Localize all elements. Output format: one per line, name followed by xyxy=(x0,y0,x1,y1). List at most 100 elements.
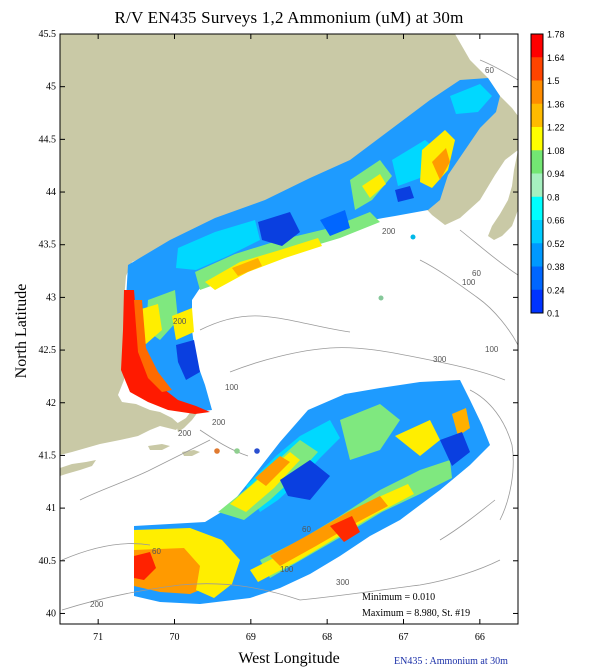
contour-label: 60 xyxy=(302,525,311,534)
survey1-patch-red xyxy=(121,290,210,414)
contour-label: 100 xyxy=(462,278,476,287)
x-tick-label: 71 xyxy=(93,632,103,643)
x-tick-label: 68 xyxy=(322,632,332,643)
contour-label: 100 xyxy=(280,565,294,574)
colorbar-label: 0.8 xyxy=(547,192,560,202)
colorbar-swatch xyxy=(531,220,543,244)
contour-line xyxy=(61,583,301,611)
survey2-heatmap xyxy=(134,380,490,604)
contour-line xyxy=(439,499,496,541)
contour-line xyxy=(479,59,518,81)
contour-labels: 60 200 100 300 200 100 60 100 60 200 200… xyxy=(90,66,499,609)
contour-label: 60 xyxy=(472,269,481,278)
survey1-patch-cyan-a xyxy=(176,220,260,270)
contour-label: 100 xyxy=(225,383,239,392)
colorbar: 1.78 1.64 1.5 1.36 1.22 1.08 0.94 0.8 0.66 0.52 0.… xyxy=(530,30,565,319)
contour-line xyxy=(469,389,514,521)
contour-label: 200 xyxy=(90,600,104,609)
colorbar-frame xyxy=(530,33,544,314)
survey1-patch-orange-d xyxy=(134,300,172,392)
contour-line xyxy=(199,315,351,333)
colorbar-swatch xyxy=(531,57,543,81)
y-tick-label: 42 xyxy=(46,398,56,409)
colorbar-swatch xyxy=(531,266,543,291)
survey1-patch-orange-c xyxy=(432,148,450,180)
y-tick-label: 45 xyxy=(46,82,56,93)
survey2-patch-green-b xyxy=(340,404,400,460)
survey2-patch-orange-b xyxy=(452,408,470,436)
x-tick-label: 66 xyxy=(475,632,485,643)
footer-note: EN435 : Ammonium at 30m xyxy=(394,656,508,667)
colorbar-label: 0.52 xyxy=(547,239,565,249)
colorbar-label: 0.24 xyxy=(547,285,565,295)
contour-line xyxy=(61,543,151,561)
contour-label: 100 xyxy=(485,345,499,354)
survey2-patch-yellow-d xyxy=(134,528,240,598)
survey1-patch-yellow-e xyxy=(172,308,194,340)
station-marker xyxy=(410,234,416,240)
contour-label: 300 xyxy=(433,355,447,364)
survey2-patch-red-b xyxy=(134,552,156,580)
survey2-patch-red-a xyxy=(330,516,360,542)
colorbar-label: 1.08 xyxy=(547,146,565,156)
y-tick-label: 40.5 xyxy=(39,556,57,567)
y-tick-label: 44.5 xyxy=(39,134,57,145)
colorbar-swatch xyxy=(531,196,543,221)
contour-label: 60 xyxy=(485,66,494,75)
colorbar-label: 1.78 xyxy=(547,30,565,40)
survey2-patch-deepblue-b xyxy=(440,432,470,466)
station-marker xyxy=(378,295,384,301)
colorbar-swatch xyxy=(531,127,543,151)
y-tick-label: 41 xyxy=(46,503,56,514)
colorbar-label: 1.22 xyxy=(547,123,565,133)
axis-ticks xyxy=(60,33,518,624)
colorbar-label: 1.5 xyxy=(547,76,560,86)
x-tick-label: 67 xyxy=(399,632,409,643)
y-tick-label: 40 xyxy=(46,608,56,619)
contour-label: 200 xyxy=(382,227,396,236)
survey1-patch-deepblue-b xyxy=(395,186,414,202)
land-nova-scotia xyxy=(488,150,518,240)
contour-label: 300 xyxy=(336,578,350,587)
colorbar-swatch xyxy=(531,150,543,174)
colorbar-swatch xyxy=(531,173,543,198)
survey2-patch-orange-a xyxy=(255,456,290,486)
colorbar-label: 1.36 xyxy=(547,99,565,109)
colorbar-label: 0.1 xyxy=(547,309,560,319)
land-cape-cod xyxy=(176,394,201,432)
colorbar-swatch xyxy=(531,103,543,128)
colorbar-swatch xyxy=(531,80,543,105)
station-marker xyxy=(254,448,260,454)
y-tick-label: 43.5 xyxy=(39,240,57,251)
y-tick-label: 41.5 xyxy=(39,450,57,461)
colorbar-label: 0.94 xyxy=(547,169,565,179)
colorbar-swatch xyxy=(531,243,543,267)
colorbar-swatch xyxy=(531,34,543,58)
contour-label: 200 xyxy=(178,429,192,438)
colorbar-label: 0.66 xyxy=(547,216,565,226)
survey1-patch-deepblue-c xyxy=(176,340,200,380)
x-tick-label: 69 xyxy=(246,632,256,643)
survey1-patch-orange-a xyxy=(232,258,262,276)
survey1-patch-blue-b xyxy=(320,210,350,236)
y-axis-label: North Latitude xyxy=(13,283,30,379)
survey2-patch-deepblue-a xyxy=(280,460,330,500)
minimum-label: Minimum = 0.010 xyxy=(362,592,436,603)
contour-line xyxy=(419,259,518,346)
contour-line xyxy=(79,439,211,501)
survey1-patch-deepblue-a xyxy=(258,212,300,246)
survey1-heatmap xyxy=(121,78,500,414)
land-marthas-vineyard xyxy=(148,444,170,450)
contour-line xyxy=(299,559,501,601)
survey1-patch-yellow-b xyxy=(362,174,386,198)
colorbar-label: 1.64 xyxy=(547,53,565,63)
y-tick-label: 42.5 xyxy=(39,345,57,356)
contour-line xyxy=(229,347,506,381)
plot-frame xyxy=(59,33,519,625)
contour-line xyxy=(199,429,249,457)
survey2-patch-yellow-b xyxy=(395,420,440,456)
contour-label: 200 xyxy=(173,317,187,326)
maximum-label: Maximum = 8.980, St. #19 xyxy=(362,608,471,619)
